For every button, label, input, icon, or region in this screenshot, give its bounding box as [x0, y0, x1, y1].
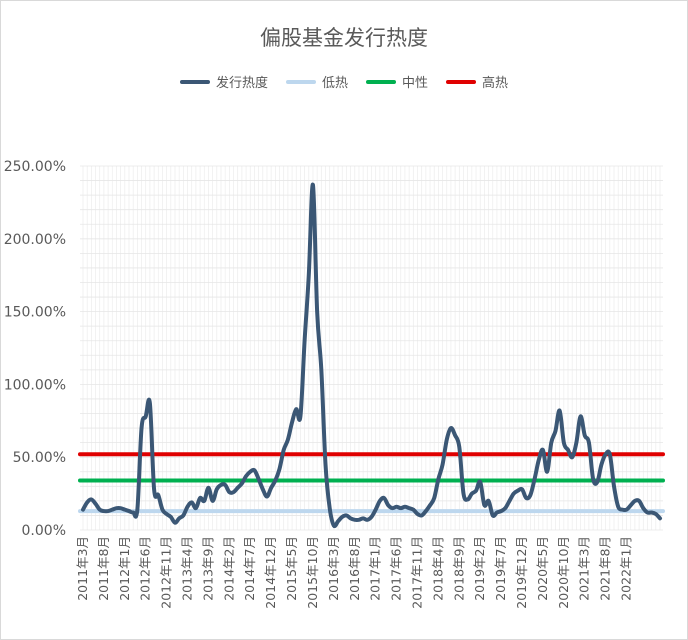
x-tick-label-10: 2015年5月 [284, 536, 299, 601]
series-line-0 [81, 182, 662, 529]
legend-label-3: 高热 [482, 76, 509, 91]
x-tick-label-21: 2019年12月 [514, 536, 529, 609]
x-tick-label-5: 2013年4月 [180, 536, 195, 601]
legend-item-3: 高热 [446, 72, 508, 91]
x-tick-label-13: 2016年8月 [347, 536, 362, 601]
chart-legend: 发行热度 低热 中性 高热 [0, 72, 688, 91]
x-tick-label-24: 2021年3月 [577, 536, 592, 601]
legend-item-2: 中性 [366, 72, 428, 91]
legend-swatch-1 [285, 79, 316, 84]
x-tick-label-22: 2020年5月 [535, 536, 550, 601]
x-tick-label-3: 2012年6月 [138, 536, 153, 601]
legend-item-1: 低热 [285, 72, 348, 91]
x-tick-label-6: 2013年9月 [200, 536, 215, 601]
x-tick-label-23: 2020年10月 [556, 536, 571, 609]
x-tick-label-17: 2018年4月 [430, 536, 445, 601]
y-tick-label-1: 50.00% [13, 450, 66, 466]
legend-swatch-3 [446, 79, 477, 84]
x-tick-label-1: 2011年8月 [96, 536, 111, 601]
x-tick-label-4: 2012年11月 [159, 536, 174, 609]
y-tick-label-0: 0.00% [22, 523, 66, 539]
x-tick-label-11: 2015年10月 [305, 536, 320, 609]
x-tick-label-26: 2022年1月 [619, 536, 634, 601]
x-tick-label-19: 2019年2月 [472, 536, 487, 601]
y-tick-label-5: 250.00% [4, 159, 66, 175]
x-tick-label-2: 2012年1月 [117, 536, 132, 601]
x-tick-label-0: 2011年3月 [75, 536, 90, 601]
x-tick-label-7: 2014年2月 [221, 536, 236, 601]
x-tick-label-9: 2014年12月 [263, 536, 278, 609]
x-tick-label-16: 2017年11月 [409, 536, 424, 609]
legend-label-2: 中性 [402, 76, 429, 91]
x-tick-label-20: 2019年7月 [493, 536, 508, 601]
x-tick-label-15: 2017年6月 [389, 536, 404, 601]
x-tick-label-18: 2018年9月 [451, 536, 466, 601]
legend-label-1: 低热 [321, 76, 348, 91]
x-tick-label-25: 2021年8月 [598, 536, 613, 601]
x-tick-label-14: 2017年1月 [368, 536, 383, 601]
y-tick-label-4: 200.00% [4, 232, 66, 248]
legend-swatch-0 [179, 79, 210, 84]
y-tick-label-2: 100.00% [4, 377, 66, 393]
legend-label-0: 发行热度 [215, 76, 268, 91]
x-tick-label-12: 2016年3月 [326, 536, 341, 601]
legend-item-0: 发行热度 [179, 72, 268, 91]
chart-title: 偏股基金发行热度 [260, 26, 428, 50]
x-tick-label-8: 2014年7月 [242, 536, 257, 601]
legend-swatch-2 [366, 79, 396, 84]
y-tick-label-3: 150.00% [4, 305, 66, 321]
